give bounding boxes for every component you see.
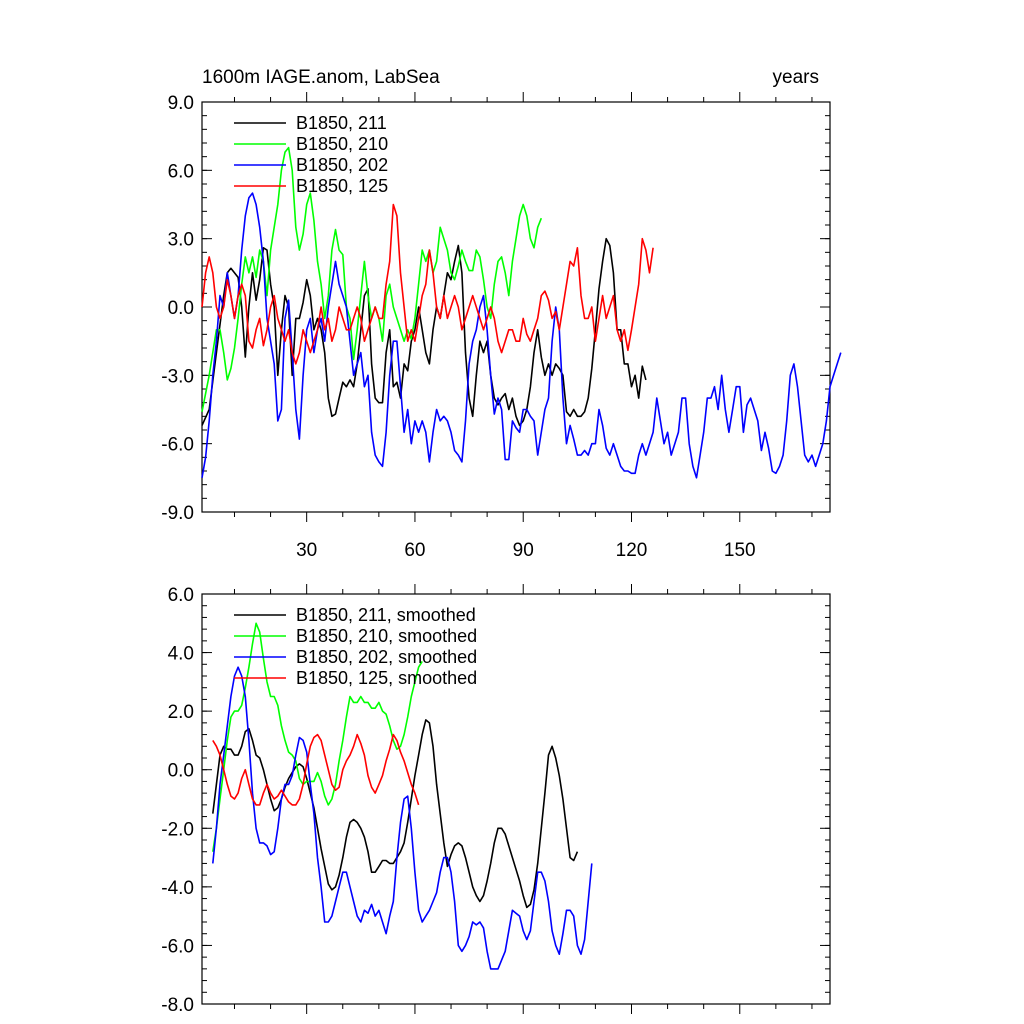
series-line-0 xyxy=(212,719,579,909)
bottom-plot-frame xyxy=(201,593,831,1005)
legend-label-3: B1850, 125, smoothed xyxy=(296,668,477,688)
x-tick-label: 90 xyxy=(513,540,534,561)
series-line-2 xyxy=(201,192,842,479)
y-tick-label: -4.0 xyxy=(161,878,194,899)
legend-label-1: B1850, 210, smoothed xyxy=(296,626,477,646)
legend-label-0: B1850, 211 xyxy=(296,113,387,133)
y-tick-label: -8.0 xyxy=(161,995,194,1016)
legend-label-0: B1850, 211, smoothed xyxy=(296,605,476,625)
y-tick-label: 6.0 xyxy=(168,585,194,606)
legend-label-3: B1850, 125 xyxy=(296,176,388,196)
y-tick-label: 4.0 xyxy=(168,644,194,665)
top-units-label: years xyxy=(773,67,819,88)
bottom-panel: -8.0 -6.0 -4.0 -2.0 0.0 2.0 4.0 6.0 B1850, 211,… xyxy=(161,584,831,1016)
y-tick-label: 0.0 xyxy=(168,298,194,319)
legend-label-2: B1850, 202 xyxy=(296,155,388,175)
top-panel: 1600m IAGE.anom, LabSea years -9.0 -6.0 -3… xyxy=(161,67,842,561)
bottom-series-lines xyxy=(212,622,593,970)
y-tick-label: 2.0 xyxy=(168,702,194,723)
x-tick-label: 150 xyxy=(724,540,756,561)
y-tick-label: 3.0 xyxy=(168,230,194,251)
y-tick-label: 0.0 xyxy=(168,761,194,782)
y-tick-label: -6.0 xyxy=(161,936,194,957)
series-line-1 xyxy=(212,622,423,852)
x-tick-label: 120 xyxy=(616,540,648,561)
y-tick-label: -9.0 xyxy=(161,503,194,524)
y-tick-label: 9.0 xyxy=(168,93,194,114)
x-tick-label: 60 xyxy=(404,540,425,561)
bottom-ticks: -8.0 -6.0 -4.0 -2.0 0.0 2.0 4.0 6.0 xyxy=(161,584,830,1016)
top-chart-title: 1600m IAGE.anom, LabSea xyxy=(202,67,440,88)
series-line-3 xyxy=(201,203,654,365)
y-tick-label: -2.0 xyxy=(161,819,194,840)
y-tick-label: -6.0 xyxy=(161,435,194,456)
top-series-lines xyxy=(201,146,842,479)
series-line-2 xyxy=(212,666,593,970)
y-tick-label: 6.0 xyxy=(168,161,194,182)
y-tick-label: -3.0 xyxy=(161,366,194,387)
top-ticks: -9.0 -6.0 -3.0 0.0 3.0 6.0 9.0 30 60 90 120 150 xyxy=(161,92,830,561)
x-tick-label: 30 xyxy=(296,540,317,561)
legend-label-1: B1850, 210 xyxy=(296,134,388,154)
series-line-3 xyxy=(212,733,420,806)
legend-label-2: B1850, 202, smoothed xyxy=(296,647,477,667)
